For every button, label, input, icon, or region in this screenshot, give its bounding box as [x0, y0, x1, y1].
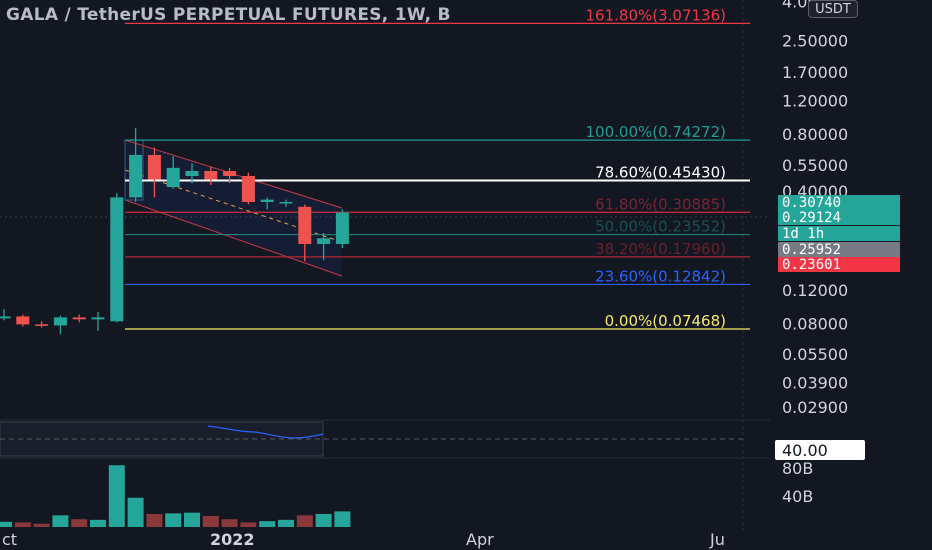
volume-axis-label-40b: 40B	[782, 487, 813, 506]
price-label: 1.20000	[782, 92, 848, 111]
volume-bar	[202, 515, 219, 527]
candle-body	[223, 171, 237, 177]
price-label: 0.12000	[782, 281, 848, 300]
candle-body	[16, 316, 30, 325]
candle-body	[166, 167, 180, 187]
price-badge	[778, 257, 900, 272]
price-badge	[778, 226, 900, 241]
candle-body	[317, 238, 331, 244]
time-label-2022: 2022	[210, 530, 255, 549]
rsi-band	[0, 421, 324, 457]
fib-label: 78.60%(0.45430)	[595, 164, 726, 182]
price-label: 0.55000	[782, 156, 848, 175]
volume-bar	[259, 521, 276, 527]
price-label: 0.08000	[782, 314, 848, 333]
volume-bar	[146, 514, 163, 527]
volume-bar	[278, 519, 294, 527]
candle-body	[241, 176, 255, 202]
volume-bars	[0, 465, 351, 527]
price-badge-label: 0.23601	[782, 257, 841, 273]
candles	[0, 128, 349, 335]
volume-bar	[71, 519, 88, 527]
volume-bar	[14, 522, 31, 527]
price-label: 0.80000	[782, 125, 848, 144]
rsi-line	[207, 425, 324, 439]
time-label-apr: Apr	[466, 530, 494, 549]
price-label: 0.03900	[782, 373, 848, 392]
fib-label: 0.00%(0.07468)	[605, 312, 726, 330]
volume-bar	[165, 513, 182, 527]
price-badge	[778, 195, 900, 210]
time-axis: ct 2022 Apr Ju	[2, 530, 725, 549]
volume-bar	[184, 512, 200, 527]
volume-bar	[127, 497, 144, 527]
price-label: 0.02900	[782, 398, 848, 417]
volume-bar	[52, 515, 69, 527]
price-axis: 4.000002.500001.700001.200000.800000.550…	[782, 0, 848, 417]
volume-bar	[240, 522, 257, 527]
price-badge-label: 0.30740	[782, 195, 841, 211]
candle-body	[185, 171, 199, 177]
candle-body	[335, 212, 349, 244]
price-badge-label: 0.25952	[782, 242, 841, 258]
candle-body	[298, 206, 312, 244]
candle-body	[53, 317, 67, 326]
time-label-oct: ct	[2, 530, 17, 549]
fib-label: 61.80%(0.30885)	[595, 195, 726, 213]
candle-body	[129, 154, 143, 198]
candle-body	[279, 201, 293, 204]
fibonacci-retracement: 161.80%(3.07136) 100.00%(0.74272) 78.60%(0…	[125, 6, 750, 330]
price-badge-label: 1d 1h	[782, 226, 824, 242]
candle-body	[110, 197, 124, 322]
fib-label: 23.60%(0.12842)	[595, 267, 726, 285]
price-badge	[778, 210, 900, 225]
volume-axis-label-80b: 80B	[782, 459, 813, 478]
volume-bar	[296, 515, 313, 527]
volume-bar	[221, 519, 238, 527]
rsi-value-badge	[775, 440, 865, 460]
volume-bar	[0, 521, 12, 527]
rsi-value-label: 40.00	[782, 441, 828, 460]
volume-bar	[108, 465, 125, 527]
volume-bar	[315, 514, 332, 527]
fib-label: 38.20%(0.17960)	[595, 240, 726, 258]
candle-body	[260, 199, 274, 202]
candle-body	[0, 316, 11, 319]
currency-button[interactable]: USDT	[808, 0, 858, 18]
price-label: 2.50000	[782, 31, 848, 50]
time-label-jun: Ju	[709, 530, 725, 549]
fib-label: 100.00%(0.74272)	[586, 123, 726, 141]
volume-bar	[334, 511, 351, 527]
volume-bar	[33, 523, 50, 527]
candle-body	[35, 324, 49, 326]
price-label: 1.70000	[782, 63, 848, 82]
candle-body	[204, 171, 218, 180]
volume-bar	[90, 519, 106, 527]
candle-body	[91, 317, 105, 320]
price-label: 0.05500	[782, 345, 848, 364]
candle-body	[72, 317, 86, 320]
chart-title: GALA / TetherUS PERPETUAL FUTURES, 1W, B	[6, 5, 451, 25]
fib-label: 161.80%(3.07136)	[586, 6, 726, 24]
fib-label: 50.00%(0.23552)	[595, 218, 726, 236]
candle-body	[147, 154, 161, 180]
price-badge	[778, 242, 900, 257]
price-badge-label: 0.29124	[782, 210, 841, 226]
